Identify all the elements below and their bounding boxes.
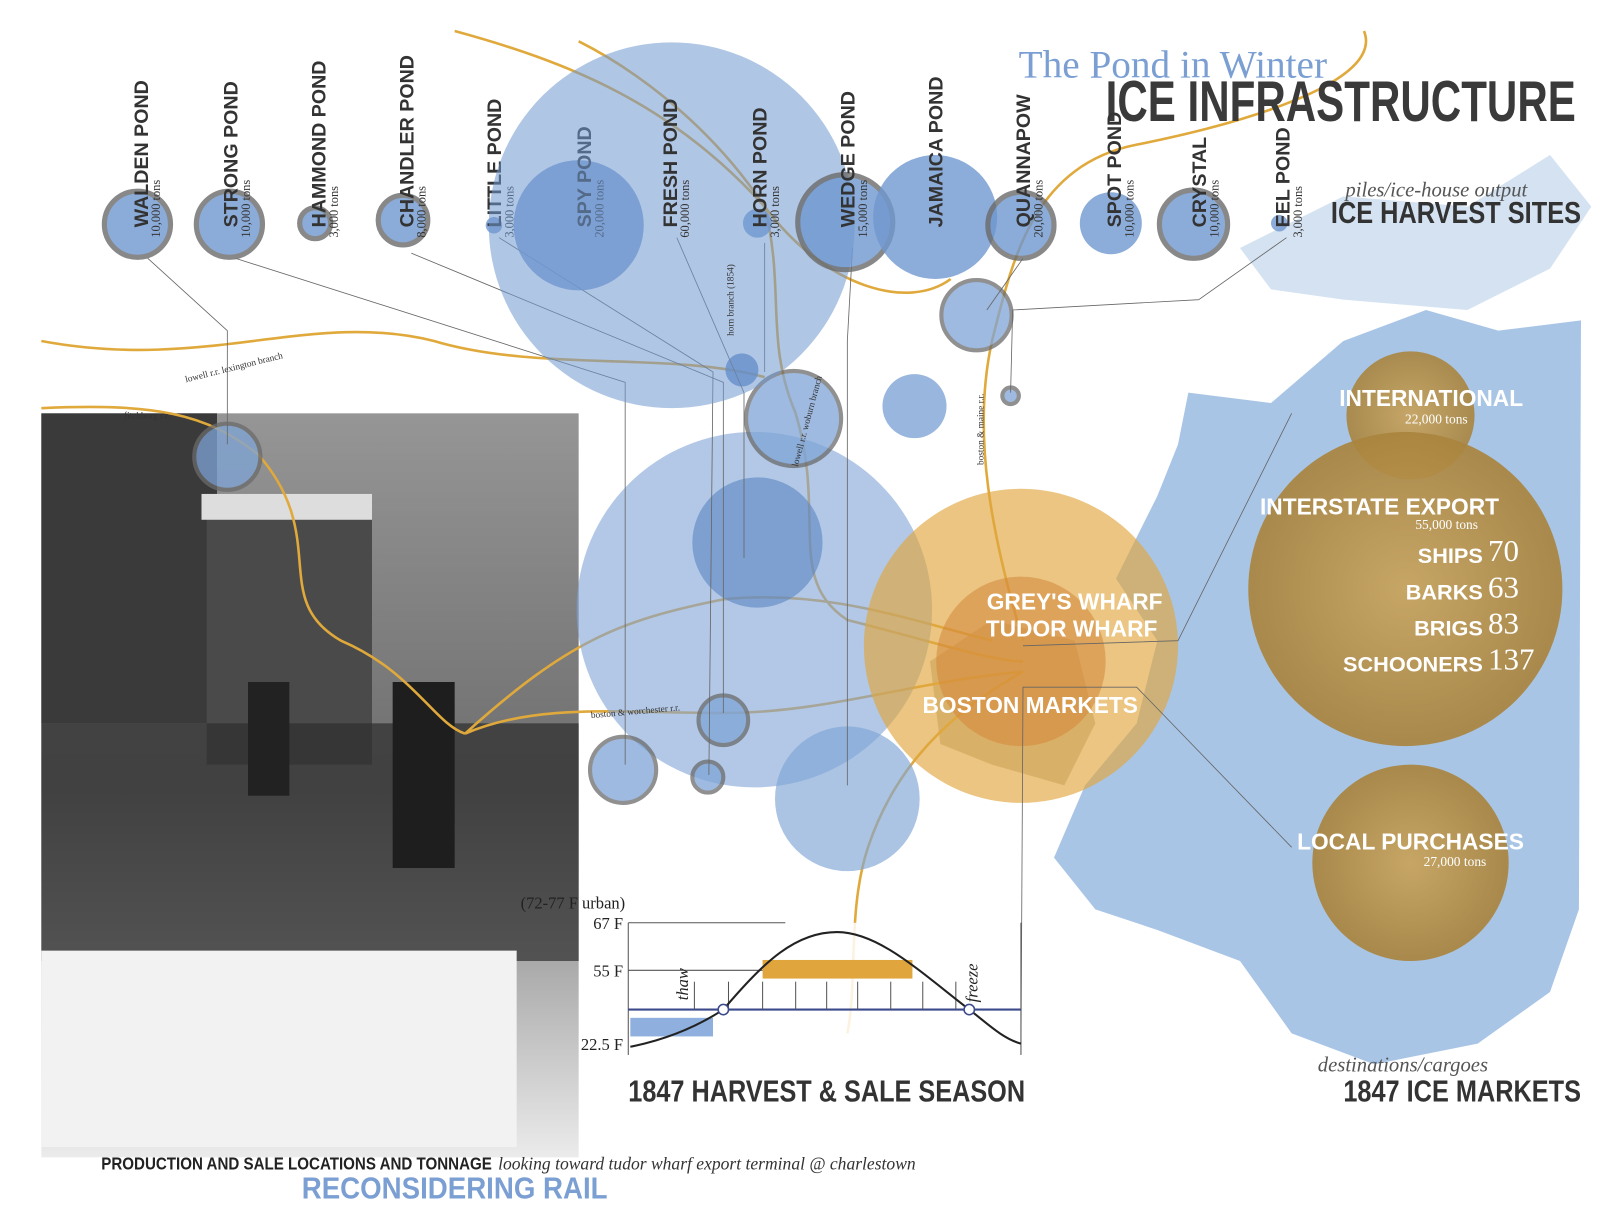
market-tons: 22,000 tons: [1405, 412, 1468, 427]
markets-caption: destinations/cargoes: [1318, 1055, 1488, 1077]
vessel-type: SHIPS: [1418, 543, 1483, 568]
pond-circle: [1156, 187, 1231, 261]
boston-markets: BOSTON MARKETS: [923, 692, 1138, 718]
vessel-count: 63: [1488, 569, 1519, 604]
pond-name: EEL POND: [1273, 127, 1295, 227]
thaw-label: thaw: [673, 968, 692, 1000]
pond-name: CHANDLER POND: [396, 55, 418, 227]
pond-name: WEDGE POND: [838, 91, 860, 227]
vessel-count: 70: [1488, 533, 1519, 568]
harvest-caption: piles/ice-house output: [1343, 179, 1528, 201]
pond-circle: [1079, 192, 1142, 255]
vessel-type: SCHOONERS: [1343, 652, 1483, 677]
market-name: INTERNATIONAL: [1339, 385, 1523, 411]
pond-tons: 10,000 tons: [149, 180, 163, 238]
pond-circle: [742, 208, 772, 238]
vessel-type: BRIGS: [1414, 616, 1483, 641]
pond-circle: [193, 188, 266, 260]
wharf-label: GREY'S WHARF: [987, 589, 1163, 615]
pond-name: CRYSTAL: [1189, 137, 1211, 228]
freeze-label: freeze: [963, 964, 982, 1003]
pond-tons: 10,000 tons: [1207, 180, 1221, 238]
season-chart: [627, 922, 1022, 1056]
market-circles: [1248, 351, 1563, 961]
pond-circle: [375, 192, 431, 248]
rail-label: horn branch (1854): [726, 264, 737, 336]
pond-name: HAMMOND POND: [309, 61, 331, 228]
vessel-count: 137: [1488, 642, 1535, 677]
pond-name: FRESH POND: [660, 99, 682, 228]
market-name: LOCAL PURCHASES: [1297, 828, 1524, 854]
temp-label: 22.5 F: [581, 1035, 623, 1054]
temp-label: 55 F: [593, 962, 623, 981]
pond-circle: [873, 155, 998, 279]
harvest-title: ICE HARVEST SITES: [1331, 195, 1581, 230]
title: ICE INFRASTRUCTURE: [1106, 70, 1576, 134]
pond-tons: 60,000 tons: [678, 180, 692, 238]
season-title: 1847 HARVEST & SALE SEASON: [628, 1074, 1025, 1109]
pond-tons: 10,000 tons: [239, 180, 253, 238]
footer-title: RECONSIDERING RAIL: [302, 1171, 608, 1206]
photo: [41, 413, 579, 1158]
subtitle: The Pond in Winter: [1019, 44, 1327, 87]
pond-tons: 20,000 tons: [1032, 180, 1046, 238]
pond-circle: [488, 42, 855, 409]
pond-circle: [1271, 214, 1288, 232]
pond-name: HORN POND: [750, 107, 772, 227]
market-name: INTERSTATE EXPORT: [1260, 494, 1499, 520]
pond-circle: [297, 205, 334, 242]
pond-name: WALDEN POND: [131, 80, 153, 227]
pond-name: SPOT POND: [1104, 112, 1126, 228]
market-tons: 55,000 tons: [1415, 517, 1478, 532]
map-circles: [192, 277, 1178, 872]
rail-label: fitchburg r.r.: [124, 411, 170, 422]
pond-name: STRONG POND: [221, 81, 243, 227]
pond-tons: 10,000 tons: [1123, 180, 1137, 238]
market-tons: 27,000 tons: [1424, 854, 1487, 869]
pond-tons: 3,000 tons: [768, 186, 782, 238]
pond-name: JAMAICA POND: [925, 76, 947, 227]
photo-caption: looking toward tudor wharf export termin…: [498, 1154, 916, 1174]
wharf-label: TUDOR WHARF: [986, 616, 1158, 642]
footer-caption: PRODUCTION AND SALE LOCATIONS AND TONNAG…: [101, 1154, 492, 1174]
rail-label: boston & maine r.r.: [977, 394, 987, 465]
pond-tons: 3,000 tons: [1291, 186, 1305, 238]
urban-note: (72-77 F urban): [521, 893, 626, 912]
vessel-type: BARKS: [1406, 579, 1483, 604]
markets-title: 1847 ICE MARKETS: [1343, 1074, 1581, 1109]
pond-tons: 8,000 tons: [415, 186, 429, 238]
rail-label: lowell r.r. lexington branch: [184, 351, 284, 385]
vessel-count: 83: [1488, 605, 1519, 640]
pond-tons: 3,000 tons: [327, 186, 341, 238]
pond-name: QUANNAPOW: [1013, 94, 1035, 227]
pond-tons: 15,000 tons: [856, 180, 870, 238]
temp-label: 67 F: [593, 914, 623, 933]
pond-circle: [101, 188, 174, 260]
pond-circle: [985, 189, 1057, 261]
